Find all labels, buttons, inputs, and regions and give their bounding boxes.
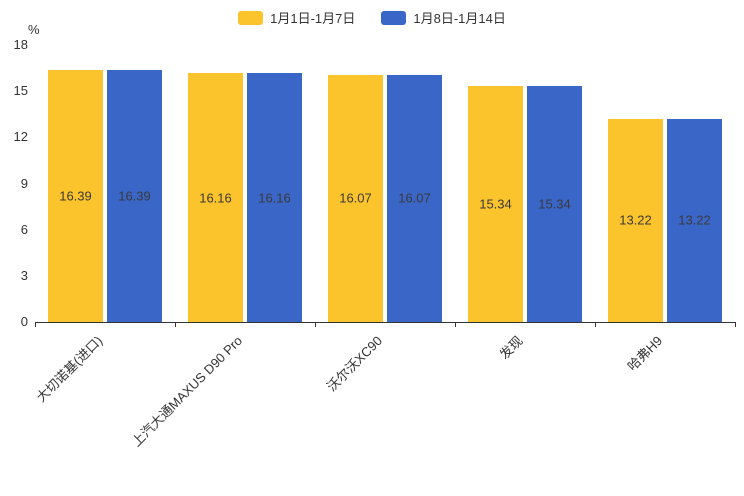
x-category-label: 沃尔沃XC90 (324, 333, 386, 395)
y-tick-label: 18 (13, 37, 28, 52)
legend-swatch-icon (238, 10, 264, 25)
legend-swatch-icon (381, 10, 407, 25)
bar-value-label: 15.34 (479, 196, 512, 212)
bar-value-label: 16.39 (59, 188, 92, 204)
bar-series-0-group-3: 15.34 (468, 85, 523, 322)
x-category-label: 发现 (496, 333, 526, 363)
x-category-label: 哈弗H9 (624, 333, 666, 374)
x-axis-tick (595, 322, 596, 327)
y-tick-label: 9 (20, 175, 28, 191)
legend-label: 1月8日-1月14日 (413, 11, 506, 26)
bar-value-label: 16.07 (339, 190, 372, 206)
y-tick-label: 0 (20, 314, 28, 329)
bar-series-0-group-1: 16.16 (188, 73, 243, 322)
x-category-label: 上汽大通MAXUS D90 Pro (129, 333, 246, 450)
x-axis-tick (455, 322, 456, 327)
bar-value-label: 15.34 (538, 196, 571, 212)
x-axis-tick (175, 322, 176, 327)
bar-value-label: 13.22 (619, 212, 652, 228)
bar-series-1-group-3: 15.34 (527, 85, 582, 322)
bar-value-label: 13.22 (678, 212, 711, 228)
y-tick-label: 6 (20, 221, 28, 237)
x-category-label: 大切诺基(进口) (33, 333, 106, 405)
y-tick-label: 3 (20, 267, 28, 283)
legend-item-1[interactable]: 1月8日-1月14日 (381, 8, 506, 27)
bar-series-0-group-0: 16.39 (48, 69, 103, 322)
bar-value-label: 16.07 (398, 190, 431, 206)
bar-value-label: 16.16 (258, 190, 291, 206)
bar-series-1-group-2: 16.07 (387, 74, 442, 322)
y-tick-label: 15 (13, 83, 28, 99)
bar-series-0-group-4: 13.22 (608, 118, 663, 322)
legend-label: 1月1日-1月7日 (270, 11, 356, 26)
chart-legend: 1月1日-1月7日 1月8日-1月14日 (0, 8, 744, 27)
bar-series-1-group-1: 16.16 (247, 73, 302, 322)
x-axis-tick (35, 322, 36, 327)
y-axis-unit-label: % (28, 22, 40, 37)
legend-item-0[interactable]: 1月1日-1月7日 (238, 8, 355, 27)
bar-series-0-group-2: 16.07 (328, 74, 383, 322)
bar-series-1-group-4: 13.22 (667, 118, 722, 322)
x-axis-line (35, 322, 736, 323)
x-axis-tick (315, 322, 316, 327)
bar-value-label: 16.39 (118, 188, 151, 204)
bar-value-label: 16.16 (199, 190, 232, 206)
bar-series-1-group-0: 16.39 (107, 69, 162, 322)
x-axis-tick (735, 322, 736, 327)
y-tick-label: 12 (13, 129, 28, 145)
